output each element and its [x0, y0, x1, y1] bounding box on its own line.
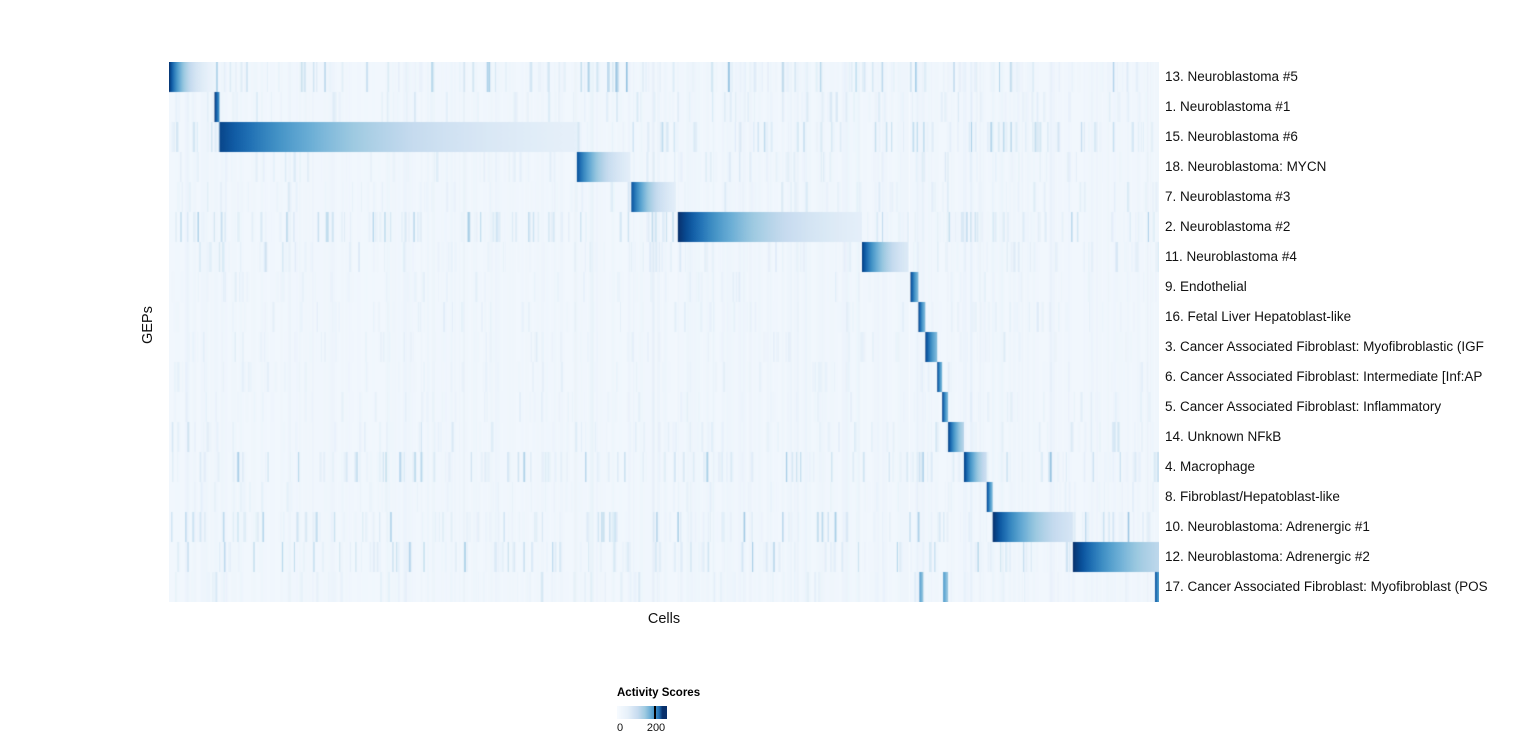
row-labels: 13. Neuroblastoma #5 1. Neuroblastoma #1 1… — [1165, 62, 1540, 602]
row-label: 12. Neuroblastoma: Adrenergic #2 — [1165, 549, 1370, 564]
row-label: 3. Cancer Associated Fibroblast: Myofibr… — [1165, 339, 1484, 354]
row-label: 7. Neuroblastoma #3 — [1165, 189, 1291, 204]
row-label: 11. Neuroblastoma #4 — [1165, 249, 1297, 264]
row-label: 9. Endothelial — [1165, 279, 1247, 294]
row-label: 5. Cancer Associated Fibroblast: Inflamm… — [1165, 399, 1442, 414]
x-axis-label: Cells — [647, 611, 681, 627]
row-label: 4. Macrophage — [1165, 459, 1256, 474]
row-label: 14. Unknown NFkB — [1165, 429, 1282, 444]
row-label: 18. Neuroblastoma: MYCN — [1165, 159, 1327, 174]
legend-title: Activity Scores — [617, 687, 701, 699]
row-label: 2. Neuroblastoma #2 — [1165, 219, 1291, 234]
row-label: 16. Fetal Liver Hepatoblast-like — [1165, 309, 1352, 324]
row-label: 6. Cancer Associated Fibroblast: Interme… — [1165, 369, 1483, 384]
legend-min-label: 0 — [617, 722, 624, 734]
row-label: 1. Neuroblastoma #1 — [1165, 99, 1291, 114]
legend-max-tick — [654, 706, 656, 719]
row-label: 17. Cancer Associated Fibroblast: Myofib… — [1165, 579, 1488, 594]
legend-max-label: 200 — [646, 722, 666, 734]
legend-gradient-bar — [617, 706, 667, 719]
row-label: 15. Neuroblastoma #6 — [1165, 129, 1298, 144]
legend-labels: 0 200 — [617, 722, 697, 736]
heatmap-canvas — [169, 62, 1159, 602]
row-label: 13. Neuroblastoma #5 — [1165, 69, 1298, 84]
row-label: 8. Fibroblast/Hepatoblast-like — [1165, 489, 1340, 504]
legend: Activity Scores 0 200 — [617, 687, 757, 736]
row-label: 10. Neuroblastoma: Adrenergic #1 — [1165, 519, 1370, 534]
y-axis-label: GEPs — [140, 306, 156, 344]
